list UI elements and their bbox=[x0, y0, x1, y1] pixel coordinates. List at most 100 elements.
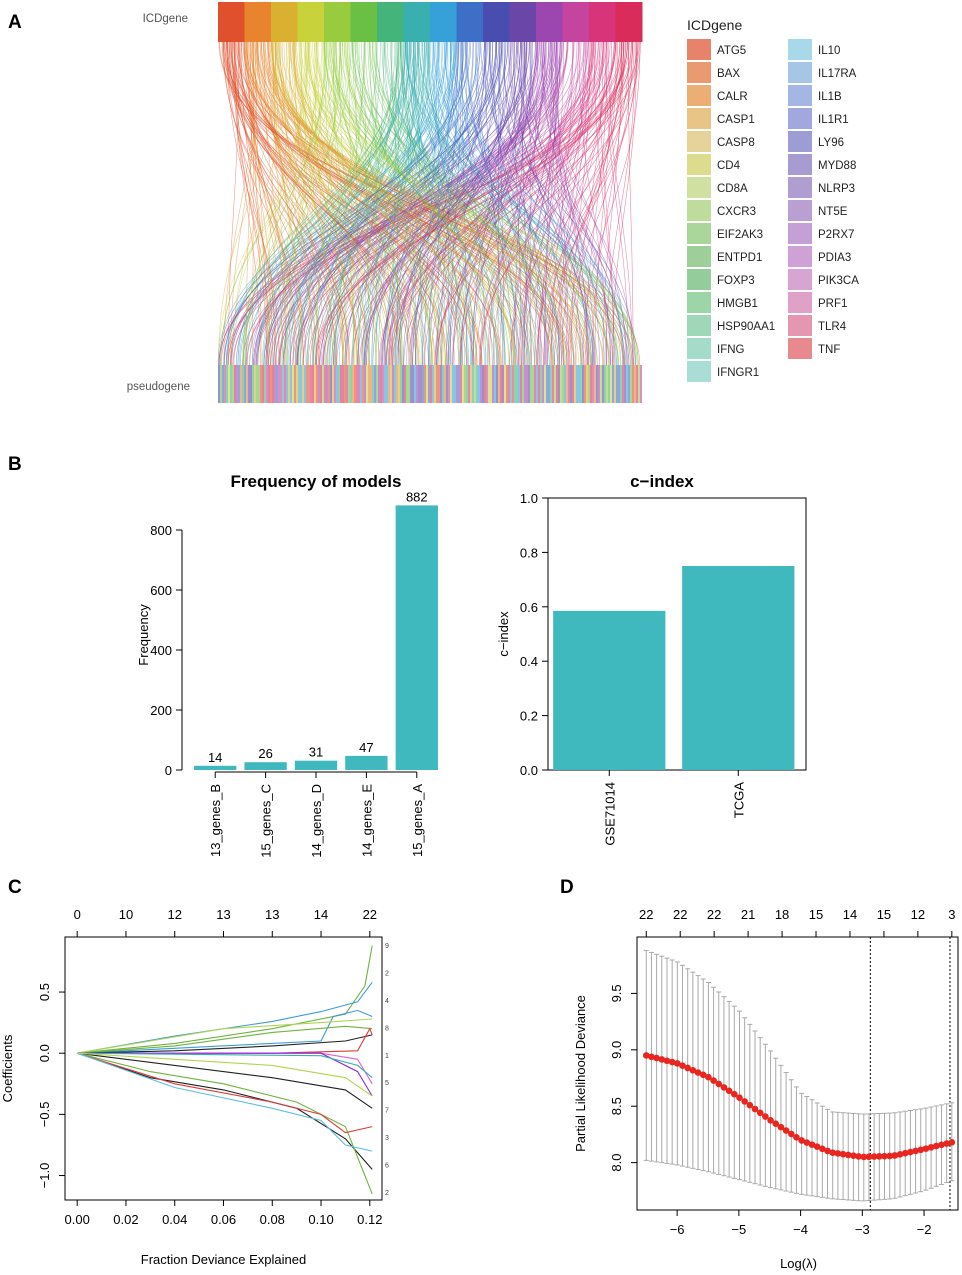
sankey-bottom-stripe bbox=[232, 365, 234, 403]
sankey-ribbon bbox=[368, 41, 568, 366]
legend-swatch-il17ra bbox=[788, 62, 812, 83]
sankey-ribbon bbox=[267, 41, 313, 366]
deviance-point bbox=[824, 1147, 831, 1155]
deviance-point bbox=[870, 1153, 878, 1160]
panel-a-letter: A bbox=[8, 12, 22, 33]
sankey-ribbon bbox=[300, 41, 610, 366]
bar-13_genes_b bbox=[194, 765, 237, 770]
sankey-ribbon bbox=[387, 41, 537, 366]
sankey-ribbon bbox=[428, 41, 451, 366]
sankey-ribbon bbox=[228, 41, 351, 366]
sankey-bottom-stripe bbox=[562, 365, 564, 403]
sankey-bottom-stripe bbox=[236, 365, 238, 403]
legend-label-nt5e: NT5E bbox=[818, 206, 848, 218]
sankey-bottom-stripe bbox=[550, 365, 552, 403]
sankey-bottom-stripe bbox=[378, 365, 380, 403]
sankey-bottom-stripe bbox=[630, 365, 632, 403]
sankey-bottom-stripe bbox=[492, 365, 494, 403]
sankey-bottom-stripe bbox=[352, 365, 354, 403]
deviance-point bbox=[658, 1056, 666, 1063]
sankey-bottom-stripe bbox=[262, 365, 264, 403]
sankey-top-block-10 bbox=[483, 2, 510, 42]
sankey-bottom-stripe bbox=[482, 365, 484, 403]
sankey-ribbon bbox=[501, 41, 607, 366]
sankey-ribbon bbox=[243, 41, 360, 366]
sankey-bottom-stripe bbox=[304, 365, 306, 403]
x-tick-label-15_genes_c: 15_genes_C bbox=[259, 784, 274, 858]
deviance-point bbox=[876, 1153, 883, 1160]
sankey-bottom-stripe bbox=[306, 365, 308, 403]
sankey-ribbon bbox=[241, 41, 501, 366]
sankey-bottom-stripe bbox=[240, 365, 242, 403]
sankey-bottom-stripe bbox=[566, 365, 568, 403]
frequency-chart-title: Frequency of models bbox=[231, 472, 402, 491]
sankey-bottom-stripe bbox=[416, 365, 418, 403]
sankey-ribbon bbox=[257, 41, 500, 366]
sankey-top-block-11 bbox=[509, 2, 537, 42]
sankey-bottom-stripe bbox=[400, 365, 402, 403]
sankey-bottom-stripe bbox=[504, 365, 506, 403]
sankey-ribbon bbox=[375, 41, 598, 366]
top-tick-label: 22 bbox=[707, 907, 721, 922]
coef-path-s9 bbox=[77, 1052, 373, 1097]
deviance-point bbox=[674, 1060, 681, 1067]
sankey-bottom-stripe bbox=[480, 365, 482, 403]
sankey-ribbon bbox=[294, 41, 320, 366]
sankey-bottom-stripe bbox=[244, 365, 246, 403]
sankey-bottom-stripe bbox=[498, 365, 500, 403]
sankey-ribbon bbox=[282, 41, 456, 366]
deviance-point bbox=[917, 1146, 925, 1154]
top-tick-label: 12 bbox=[167, 907, 181, 922]
sankey-bottom-stripe bbox=[248, 365, 250, 403]
deviance-point bbox=[860, 1153, 868, 1161]
sankey-ribbon bbox=[276, 41, 389, 366]
sankey-ribbon bbox=[246, 41, 601, 366]
sankey-bottom-stripe bbox=[324, 365, 326, 403]
sankey-bottom-stripe bbox=[228, 365, 230, 403]
panel-b-letter: B bbox=[8, 454, 22, 475]
x-tick-label: 0.12 bbox=[357, 1212, 382, 1227]
sankey-ribbon bbox=[484, 41, 503, 366]
sankey-ribbon bbox=[547, 41, 638, 366]
sankey-ribbon bbox=[272, 41, 344, 366]
legend-label-hsp90aa1: HSP90AA1 bbox=[717, 321, 775, 333]
sankey-top-block-1 bbox=[244, 2, 272, 42]
panel-c: C 0.00 0.02 0.04 0.06 0.08 0.10 0.120 10 12 13 13 1… bbox=[0, 877, 389, 1267]
sankey-bottom-stripe bbox=[590, 365, 592, 403]
sankey-bottom-stripe bbox=[584, 365, 586, 403]
sankey-ribbon bbox=[313, 41, 639, 366]
deviance-point bbox=[943, 1140, 950, 1147]
x-tick-label: 0.02 bbox=[113, 1212, 138, 1227]
sankey-bottom-stripe bbox=[226, 365, 228, 403]
sankey-bottom-stripe bbox=[446, 365, 448, 403]
y-tick-label: −0.5 bbox=[37, 1102, 52, 1128]
legend-label-myd88: MYD88 bbox=[818, 160, 856, 172]
sankey-ribbon bbox=[345, 41, 515, 366]
coef-path-s3 bbox=[77, 1009, 373, 1054]
sankey-ribbon bbox=[297, 41, 517, 366]
sankey-ribbon bbox=[224, 41, 457, 366]
sankey-ribbon bbox=[286, 41, 325, 366]
sankey-ribbon bbox=[437, 41, 440, 366]
sankey-ribbon bbox=[561, 41, 617, 366]
sankey-bottom-stripe bbox=[632, 365, 634, 403]
sankey-ribbon bbox=[605, 41, 629, 366]
sankey-bottom-stripe bbox=[620, 365, 622, 403]
gene-legend: ATG5 BAX CALR CASP1 CASP8 CD4 CD8A CXCR3 EIF2AK3… bbox=[687, 39, 859, 382]
coef-path-s4 bbox=[77, 1025, 373, 1054]
coef-path-s10 bbox=[77, 1052, 373, 1079]
sankey-bottom-stripe bbox=[534, 365, 536, 403]
sankey-ribbon bbox=[437, 41, 578, 366]
sankey-ribbon bbox=[275, 41, 300, 366]
legend-label-bax: BAX bbox=[717, 68, 740, 80]
sankey-bottom-stripe bbox=[602, 365, 604, 403]
sankey-bottom-stripe bbox=[622, 365, 624, 403]
sankey-ribbon bbox=[529, 41, 588, 366]
x-axis-title: Log(λ) bbox=[780, 1256, 817, 1271]
sankey-ribbon bbox=[428, 41, 594, 366]
deviance-point bbox=[756, 1109, 764, 1117]
sankey-bottom-stripe bbox=[436, 365, 438, 403]
sankey-bottom-stripe bbox=[488, 365, 490, 403]
sankey-ribbon bbox=[552, 41, 567, 366]
legend-swatch-p2rx7 bbox=[788, 223, 812, 244]
